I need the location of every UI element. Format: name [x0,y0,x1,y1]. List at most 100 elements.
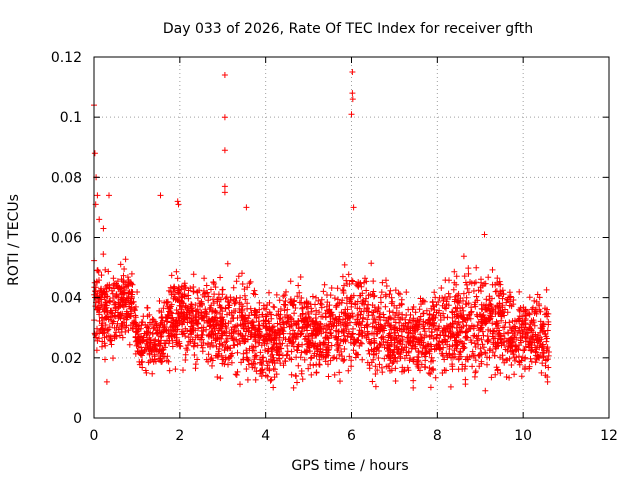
data-point [387,323,394,330]
data-point [386,351,393,358]
data-point [268,356,274,363]
data-point [496,293,503,300]
data-point [103,378,110,385]
data-point [340,310,347,317]
data-point [380,311,387,318]
data-point [288,321,295,328]
data-point [228,318,234,325]
data-point [211,325,218,332]
data-point [95,305,102,311]
data-point [507,293,514,300]
data-point [358,340,365,347]
data-point [435,325,442,332]
data-point [296,289,303,296]
data-point [181,316,188,323]
data-point [111,299,118,306]
data-point [344,281,351,287]
data-point [182,351,189,358]
data-point [533,349,540,356]
data-point [320,340,327,347]
data-point [105,316,112,323]
data-point [248,329,255,336]
data-point [151,353,158,360]
data-point [98,272,105,279]
data-point [444,341,451,348]
data-point [105,332,112,339]
data-point [99,343,105,350]
data-point [132,312,139,319]
x-tick-label: 0 [90,428,99,444]
data-point [245,361,252,368]
data-point [531,322,538,329]
data-point [482,280,489,287]
data-point [280,321,287,328]
data-point [169,343,176,350]
data-point [495,329,502,336]
data-point [505,294,512,301]
data-point [304,303,311,310]
data-point [410,327,417,334]
data-point [343,300,350,307]
data-point [467,279,473,285]
data-point [415,324,422,331]
data-point [416,306,423,313]
data-point [188,307,195,314]
data-point [449,309,456,316]
data-point [123,314,130,321]
data-point [128,270,135,277]
data-point [188,330,195,337]
data-point [103,302,110,309]
data-point [516,306,523,313]
data-point [268,336,274,343]
data-point [298,299,305,306]
data-point [417,331,424,338]
data-point [217,274,224,281]
data-point [299,341,306,348]
data-point [488,374,495,381]
data-point [485,274,492,281]
data-point [475,319,482,325]
data-point [333,317,340,323]
data-point [288,356,295,363]
data-point [453,313,460,320]
data-point [294,293,301,300]
data-point [498,340,505,347]
data-point [526,365,533,372]
data-point [407,334,414,341]
data-point [371,340,378,347]
data-point [426,333,433,340]
data-point [194,306,201,313]
data-point [172,296,179,303]
data-point [200,291,206,298]
data-point [294,379,300,386]
data-point [268,376,275,383]
data-point [392,365,399,372]
data-point [463,281,470,288]
data-point [501,324,508,331]
data-point [383,363,390,370]
data-point [291,310,298,317]
data-point [420,339,427,346]
data-point [257,349,264,356]
data-point [415,357,422,364]
data-point [455,366,462,373]
data-point [221,147,228,154]
data-point [205,351,212,358]
data-point [318,325,325,332]
data-point [471,332,478,339]
data-point [431,319,438,326]
data-point [428,329,435,336]
data-point [276,297,283,304]
data-point [159,315,166,321]
data-point [97,285,104,292]
data-point [461,273,468,280]
data-point [465,270,472,277]
data-point [453,325,460,331]
data-point [436,338,443,344]
data-point [207,304,214,311]
data-point [122,256,129,263]
data-point [540,321,547,328]
data-point [216,327,222,334]
data-point [336,369,343,376]
data-point [423,332,430,339]
